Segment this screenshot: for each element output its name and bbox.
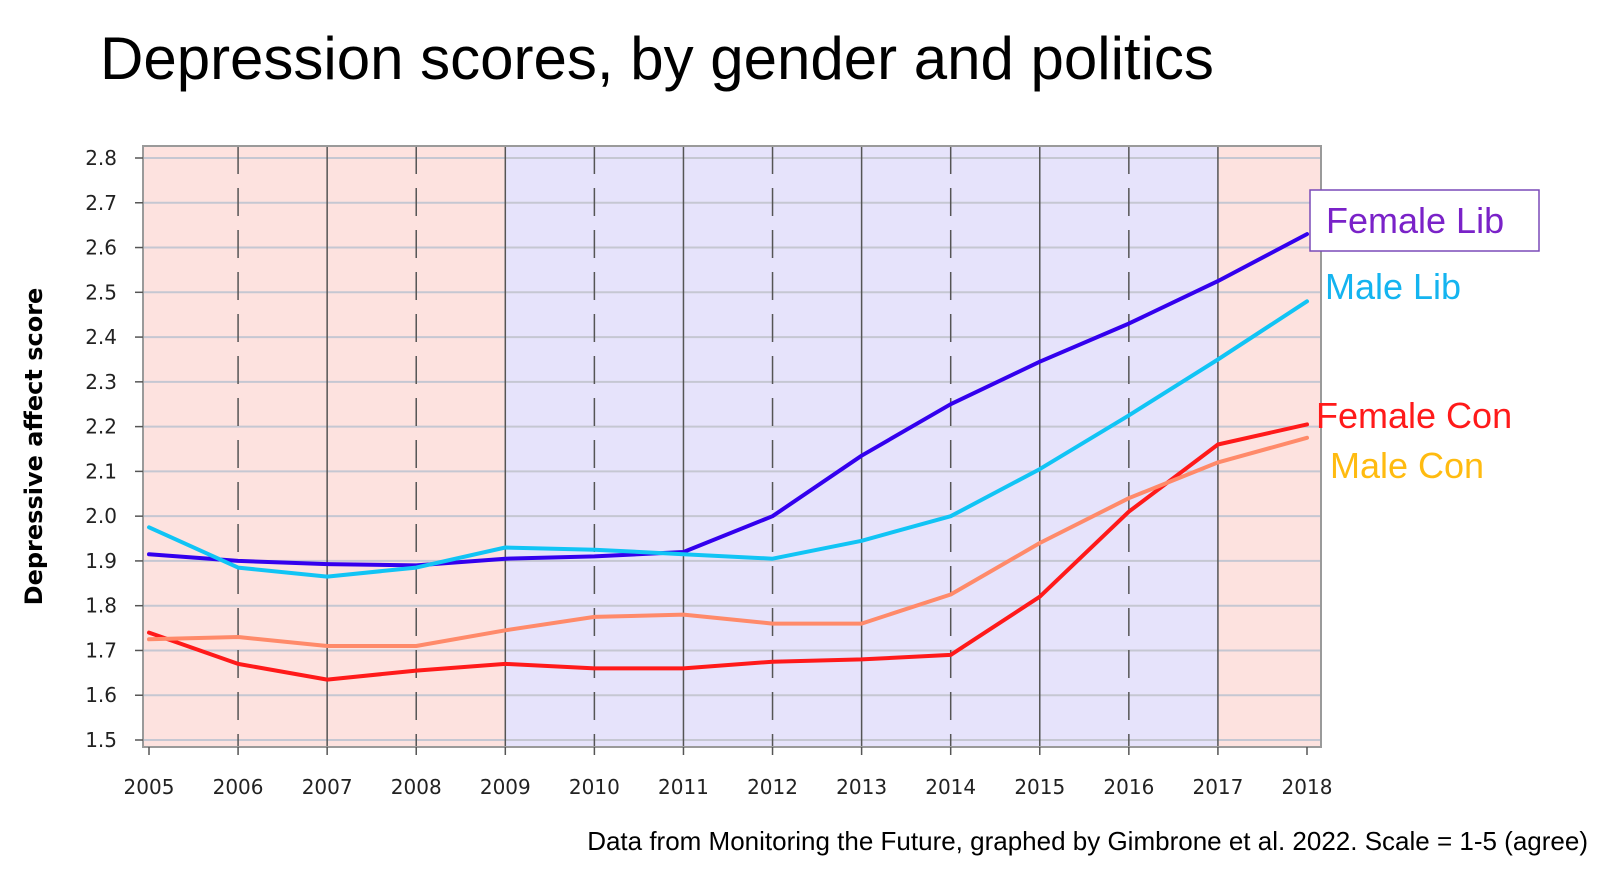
y-tick-label: 2.3 (85, 370, 117, 394)
x-tick-label: 2017 (1192, 775, 1243, 799)
y-tick-label: 2.0 (85, 504, 117, 528)
x-tick-label: 2007 (302, 775, 353, 799)
x-tick-label: 2006 (213, 775, 264, 799)
y-tick-label: 1.6 (85, 683, 117, 707)
x-tick-label: 2018 (1282, 775, 1333, 799)
y-tick-label: 1.7 (85, 638, 117, 662)
y-axis-title: Depressive affect score (20, 288, 48, 606)
series-label-female-lib: Female Lib (1326, 200, 1504, 241)
x-tick-label: 2014 (925, 775, 976, 799)
series-line-female-lib (147, 232, 1309, 568)
series-line-female-con (147, 422, 1309, 682)
x-tick-label: 2009 (480, 775, 531, 799)
y-tick-label: 2.2 (85, 415, 117, 439)
x-tick-label: 2005 (124, 775, 175, 799)
series-line-male-lib (147, 299, 1309, 579)
source-note: Data from Monitoring the Future, graphed… (587, 826, 1588, 856)
series-label-female-con: Female Con (1316, 395, 1512, 436)
y-tick-label: 2.5 (85, 280, 117, 304)
x-tick-label: 2015 (1014, 775, 1065, 799)
x-tick-label: 2010 (569, 775, 620, 799)
series-label-male-lib: Male Lib (1325, 266, 1461, 307)
page-title: Depression scores, by gender and politic… (100, 25, 1214, 92)
y-axis-ticks: 1.5 1.6 1.7 1.8 1.9 2.0 2.1 2.2 2.3 2.4 2.5 2.6 2.7 2… (85, 146, 143, 752)
x-axis-ticks: 2005 2006 2007 2008 2009 2010 2011 2012 2013 2014… (124, 747, 1333, 799)
series-line-male-con (147, 435, 1309, 648)
plot-frame (142, 145, 1322, 748)
series-labels: Female Lib Male Lib Female Con Male Con (1309, 189, 1540, 486)
y-tick-label: 2.4 (85, 325, 117, 349)
y-tick-label: 2.6 (85, 236, 117, 260)
x-tick-label: 2008 (391, 775, 442, 799)
band-pink-0 (143, 146, 506, 747)
gridlines (143, 157, 1321, 741)
y-tick-label: 2.1 (85, 459, 117, 483)
series-label-male-con: Male Con (1330, 445, 1484, 486)
y-tick-label: 1.8 (85, 594, 117, 618)
x-tick-label: 2016 (1103, 775, 1154, 799)
x-tick-label: 2013 (836, 775, 887, 799)
y-tick-label: 1.5 (85, 728, 117, 752)
y-tick-label: 1.9 (85, 549, 117, 573)
background-bands (143, 146, 1321, 747)
series-lines (147, 232, 1309, 682)
y-tick-label: 2.8 (85, 146, 117, 170)
label-box-female-lib (1309, 189, 1540, 252)
x-tick-label: 2012 (747, 775, 798, 799)
y-tick-label: 2.7 (85, 191, 117, 215)
x-tick-label: 2011 (658, 775, 709, 799)
